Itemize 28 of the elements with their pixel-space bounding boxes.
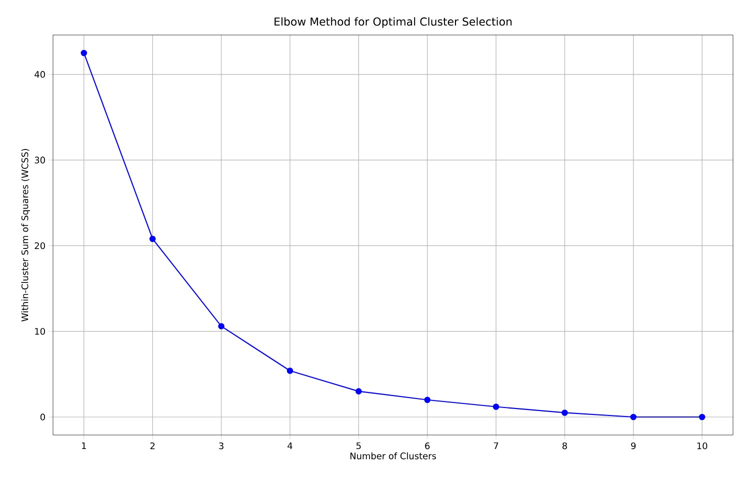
y-tick-label: 30 [34,156,45,164]
point [218,323,224,330]
x-tick-label: 1 [82,442,86,449]
y-tick-label: 10 [35,328,45,335]
y-tick-label: 20 [34,242,45,250]
x-tick-label: 8 [562,442,567,450]
point [286,368,294,374]
y-tick-label: 0 [40,414,45,420]
x-tick-label: 9 [631,442,636,450]
x-tick-label: 4 [288,442,292,449]
x-tick-label: 2 [150,442,155,450]
x-tick-label: 7 [494,442,498,449]
x-axis-title: Number of Clusters [350,452,436,460]
point [424,396,430,404]
x-tick-label: 5 [356,442,361,450]
point [562,410,568,416]
point [356,388,362,394]
point [80,50,88,56]
y-axis-title: Within-Cluster Sum of Squares (WCSS) [21,149,30,322]
x-tick-label: 10 [697,442,708,450]
y-tick-label: 40 [34,71,45,78]
point [492,404,500,410]
point [698,414,706,420]
x-tick-label: 3 [219,442,224,450]
x-tick-label: 6 [425,442,430,450]
point [149,236,156,242]
chart-title: Elbow Method for Optimal Cluster Selection [274,17,512,28]
point [630,414,637,420]
